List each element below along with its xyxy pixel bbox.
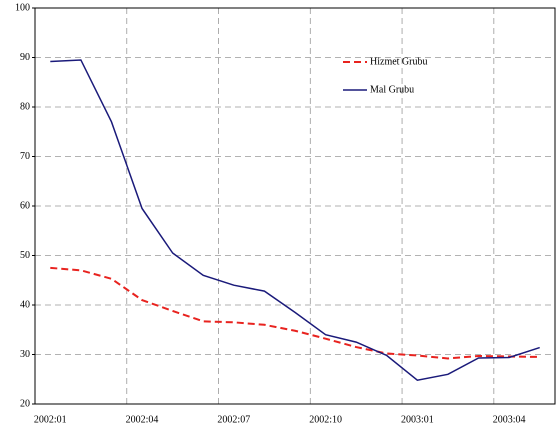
line-series	[50, 59, 540, 382]
y-tick-label: 80	[20, 101, 30, 112]
legend-label: Hizmet Grubu	[370, 56, 428, 67]
legend-label: Mal Grubu	[370, 84, 414, 95]
x-tick-label: 2002:07	[217, 414, 250, 425]
x-tick-label: 2002:04	[126, 414, 159, 425]
x-tick-label: 2003:01	[401, 414, 434, 425]
y-tick-label: 30	[20, 349, 30, 360]
y-tick-label: 40	[20, 299, 30, 310]
y-tick-label: 100	[15, 2, 30, 13]
line-series	[50, 266, 540, 360]
y-tick-label: 90	[20, 52, 30, 63]
x-tick-label: 2002:01	[34, 414, 67, 425]
y-tick-label: 60	[20, 200, 30, 211]
plot-frame	[34, 7, 556, 405]
y-tick-label: 20	[20, 398, 30, 409]
y-tick-label: 50	[20, 250, 30, 261]
x-tick-label: 2003:04	[493, 414, 526, 425]
y-tick-label: 70	[20, 151, 30, 162]
x-tick-label: 2002:10	[309, 414, 342, 425]
